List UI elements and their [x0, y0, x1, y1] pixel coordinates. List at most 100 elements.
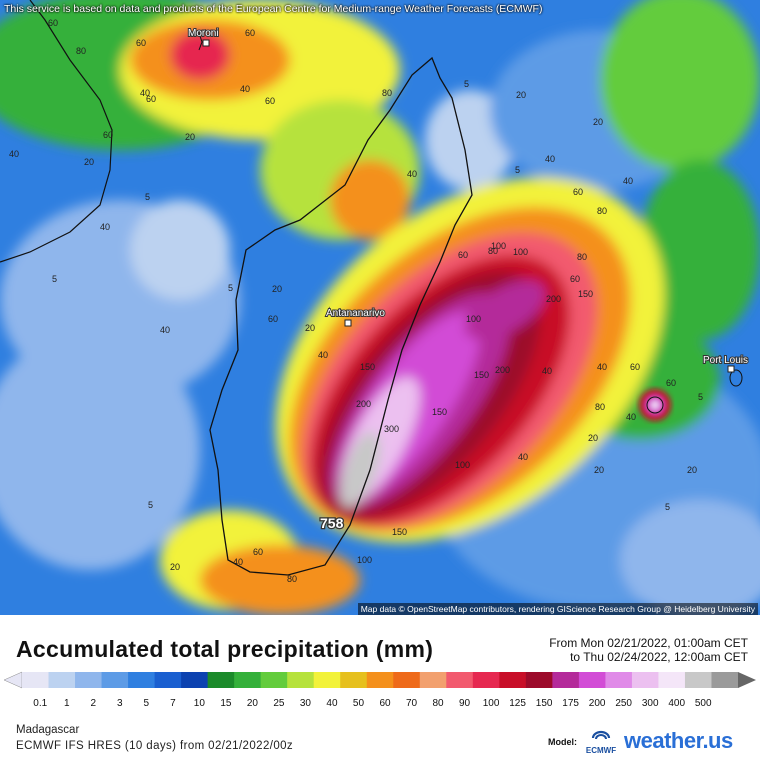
- period-to: to Thu 02/24/2022, 12:00am CET: [570, 650, 748, 664]
- legend-tick-label: 10: [194, 698, 206, 709]
- contour-label: 80: [595, 402, 605, 412]
- contour-label: 150: [392, 527, 407, 537]
- contour-label: 5: [145, 192, 150, 202]
- city-marker-antananarivo[interactable]: Antananarivo: [325, 307, 386, 327]
- city-label-antananarivo: Antananarivo: [326, 308, 385, 319]
- contour-label: 40: [160, 325, 170, 335]
- legend-tick-label: 15: [220, 698, 232, 709]
- legend-tick-label: 200: [589, 698, 606, 709]
- region-name: Madagascar: [16, 724, 80, 736]
- legend-tick-label: 80: [432, 698, 444, 709]
- contour-label: 20: [593, 117, 603, 127]
- legend-swatch: [711, 672, 739, 688]
- ecmwf-logo-text: ECMWF: [586, 746, 616, 755]
- contour-label: 20: [170, 562, 180, 572]
- max-value-label: 758: [320, 515, 344, 531]
- contour-label: 60: [265, 96, 275, 106]
- legend-tick-label: 100: [483, 698, 500, 709]
- legend-swatch: [525, 672, 553, 688]
- legend-tick-label: 0.1: [33, 698, 47, 709]
- contour-label: 100: [491, 241, 506, 251]
- legend-tick-label: 2: [91, 698, 97, 709]
- legend-swatch: [499, 672, 527, 688]
- mozambique-coastline: [0, 0, 113, 263]
- contour-label: 5: [515, 165, 520, 175]
- legend-tick-label: 60: [379, 698, 391, 709]
- contour-label: 20: [185, 132, 195, 142]
- contour-label: 5: [148, 500, 153, 510]
- contour-label: 40: [407, 169, 417, 179]
- contour-label: 40: [9, 149, 19, 159]
- legend-tick-label: 3: [117, 698, 123, 709]
- legend-swatch: [658, 672, 686, 688]
- contour-label: 100: [455, 460, 470, 470]
- model-run: ECMWF IFS HRES (10 days) from 02/21/2022…: [16, 740, 294, 752]
- ecmwf-disclaimer: This service is based on data and produc…: [4, 3, 543, 15]
- contour-label: 300: [384, 424, 399, 434]
- forecast-period: From Mon 02/21/2022, 01:00am CET to Thu …: [549, 636, 748, 664]
- weather-us-logo[interactable]: weather.us: [624, 728, 733, 754]
- legend-swatch: [340, 672, 368, 688]
- contour-label: 80: [287, 574, 297, 584]
- legend-tick-label: 30: [300, 698, 312, 709]
- madagascar-coastline: [209, 56, 473, 576]
- legend-swatch: [75, 672, 103, 688]
- city-label-moroni: Moroni: [188, 28, 219, 39]
- contour-label: 80: [577, 252, 587, 262]
- contour-label: 60: [253, 547, 263, 557]
- color-legend: 0.1 1 2 3 5 7 10 15 20 25 30 40 50 60 70 80 90 100 125 150 1…: [0, 670, 760, 710]
- map-attribution[interactable]: Map data © OpenStreetMap contributors, r…: [357, 603, 758, 615]
- contour-label: 60: [268, 314, 278, 324]
- brand-tld: .us: [702, 728, 733, 753]
- contour-label: 40: [597, 362, 607, 372]
- ecmwf-logo-icon[interactable]: ECMWF: [583, 728, 619, 756]
- contour-label: 60: [666, 378, 676, 388]
- contour-label: 60: [630, 362, 640, 372]
- precipitation-map[interactable]: Moroni Antananarivo Port Louis 758 60 80 6…: [0, 0, 760, 615]
- legend-swatch: [366, 672, 394, 688]
- legend-swatch: [313, 672, 341, 688]
- contour-label: 40: [233, 557, 243, 567]
- contour-label: 40: [542, 366, 552, 376]
- legend-tick-label: 5: [144, 698, 150, 709]
- contour-label: 40: [518, 452, 528, 462]
- city-marker-port-louis[interactable]: Port Louis: [702, 354, 749, 373]
- legend-swatch: [101, 672, 129, 688]
- legend-swatch: [154, 672, 182, 688]
- chart-title: Accumulated total precipitation (mm): [16, 636, 434, 662]
- brand-name: weather: [624, 728, 703, 753]
- reunion-outline: [646, 396, 664, 414]
- contour-label: 5: [665, 502, 670, 512]
- legend-swatch: [48, 672, 76, 688]
- contour-labels: 60 80 60 60 40 20 60 60 40 20 40 60 80 5 20 40 5 5 40 40 5 20…: [9, 18, 703, 584]
- contour-label: 20: [588, 433, 598, 443]
- contour-label: 100: [466, 314, 481, 324]
- contour-label: 150: [360, 362, 375, 372]
- contour-label: 60: [458, 250, 468, 260]
- city-label-port-louis: Port Louis: [703, 355, 748, 366]
- legend-tick-label: 50: [353, 698, 365, 709]
- contour-label: 80: [597, 206, 607, 216]
- contour-label: 150: [432, 407, 447, 417]
- legend-tick-label: 40: [326, 698, 338, 709]
- legend-tick-label: 125: [509, 698, 526, 709]
- legend-swatch: [419, 672, 447, 688]
- legend-swatch: [234, 672, 262, 688]
- contour-label: 200: [495, 365, 510, 375]
- legend-swatch: [207, 672, 235, 688]
- contour-label: 40: [623, 176, 633, 186]
- contour-label: 20: [84, 157, 94, 167]
- comoros-outline: [197, 29, 203, 51]
- contour-label: 100: [513, 247, 528, 257]
- legend-swatch: [605, 672, 633, 688]
- city-marker-moroni[interactable]: Moroni: [187, 27, 220, 47]
- legend-tick-label: 400: [668, 698, 685, 709]
- legend-tick-label: 7: [170, 698, 176, 709]
- legend-arrow-left: [3, 671, 23, 689]
- contour-label: 20: [687, 465, 697, 475]
- contour-label: 60: [245, 28, 255, 38]
- contour-label: 150: [474, 370, 489, 380]
- model-label: Model:: [548, 737, 577, 747]
- legend-tick-label: 20: [247, 698, 259, 709]
- contour-label: 40: [100, 222, 110, 232]
